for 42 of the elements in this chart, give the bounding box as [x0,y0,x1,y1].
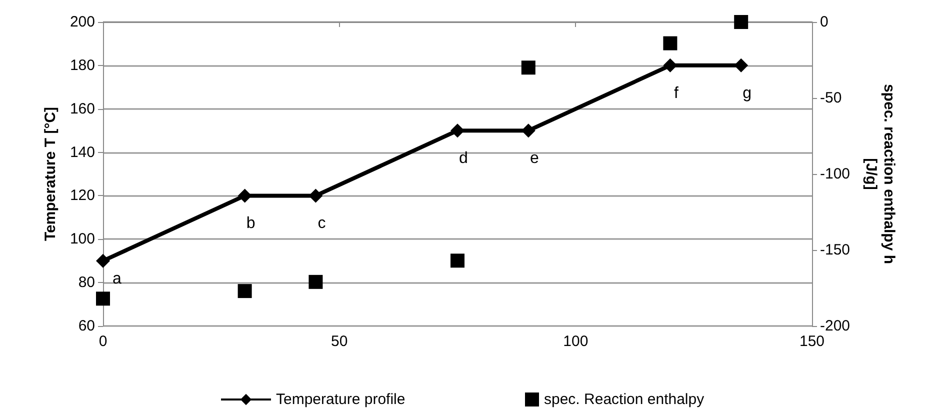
y-tick-label: 160 [70,100,95,118]
x-tick-label: 100 [563,333,588,350]
y-tick-label: 200 [70,14,95,30]
point [96,254,110,268]
x-tick-label: 0 [98,333,108,350]
point [450,254,464,268]
point [521,60,536,75]
point [734,15,748,29]
annotation: g [742,84,752,102]
point [663,36,678,50]
y2-tick-label: -200 [820,318,850,334]
legend-label: spec. Reaction enthalpy [544,391,705,408]
annotation: d [459,150,468,168]
point [308,274,323,289]
point [663,58,678,72]
point [308,188,323,203]
x-tick-label: 150 [799,333,825,350]
y-tick-label: 180 [70,56,95,74]
y-tick-label: 60 [78,318,95,334]
point [96,292,110,306]
y-tick-label: 100 [70,230,95,248]
y-tick-label: 120 [70,187,95,204]
annotation: a [112,270,122,288]
y2-tick-label: 0 [820,14,828,30]
point [238,188,252,203]
point [450,124,464,138]
annotation: b [246,215,256,232]
point [238,284,252,298]
y2-axis-title: spec. reaction enthalpy h [J/g] [862,84,898,264]
point [734,58,748,72]
y-tick-label: 140 [70,144,95,161]
annotation: f [674,84,679,102]
point [521,124,536,138]
y-axis-title: Temperature T [°C] [42,106,59,242]
x-tick-label: 50 [330,333,348,350]
y2-tick-label: -100 [820,166,850,182]
annotation: e [530,150,539,168]
y2-tick-label: -150 [820,242,850,258]
legend-label: Temperature profile [276,391,406,408]
annotation: c [318,215,326,232]
y2-tick-label: -50 [820,90,842,106]
y-tick-label: 80 [78,274,95,292]
